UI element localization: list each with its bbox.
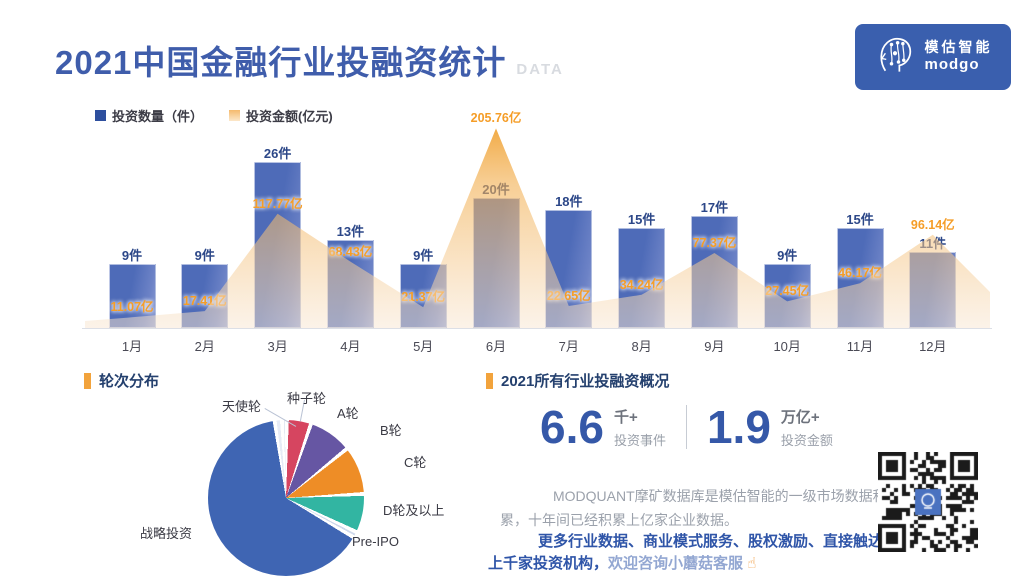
- pie-label-3: B轮: [380, 423, 402, 438]
- stat-value: 1.9: [706, 401, 771, 453]
- pointing-finger-icon: ☝: [747, 555, 757, 572]
- logo-text: 模估智能 modgo: [925, 39, 993, 75]
- legend-item-count: 投资数量（件）: [95, 106, 203, 125]
- summary-stats: 6.6 千+ 投资事件 1.9 万亿+ 投资金额: [540, 404, 833, 450]
- orange-bullet-icon: [84, 372, 91, 389]
- pie-label-8: 天使轮: [222, 399, 262, 414]
- pie-label-7: 战略投资: [140, 526, 193, 541]
- pie-label-5: D轮及以上: [383, 503, 445, 518]
- summary-cta-line2: 上千家投资机构，欢迎咨询小蘑菇客服 ☝: [488, 552, 756, 573]
- pie-label-2: A轮: [337, 406, 359, 421]
- page-title-suffix: DATA: [516, 61, 564, 78]
- stat-unit: 千+: [613, 408, 638, 426]
- cta-bold-text: 上千家投资机构，: [488, 555, 609, 572]
- summary-cta-line1: 更多行业数据、商业模式服务、股权激励、直接触达: [538, 533, 884, 550]
- legend-swatch-amount-icon: [229, 110, 241, 121]
- stat-investment-amount: 1.9 万亿+ 投资金额: [707, 404, 833, 450]
- cta-light-text: 欢迎咨询小蘑菇客服: [608, 555, 744, 572]
- page-title: 2021中国金融行业投融资统计 DATA: [55, 36, 564, 84]
- pie-label-1: 种子轮: [287, 391, 327, 406]
- pie-label-6: Pre-IPO: [352, 534, 399, 549]
- legend-swatch-count-icon: [95, 110, 106, 121]
- chart-legend: 投资数量（件） 投资金额(亿元): [95, 106, 333, 125]
- summary-section-title: 2021所有行业投融资概况: [501, 373, 670, 390]
- logo-brand-cn: 模估智能: [924, 38, 993, 55]
- x-axis-line: [82, 328, 992, 329]
- legend-item-amount: 投资金额(亿元): [229, 106, 333, 125]
- modgo-logo: 模估智能 modgo: [855, 24, 1011, 90]
- amount-area-path: [85, 128, 990, 328]
- qr-code: [878, 452, 978, 552]
- pie-label-4: C轮: [404, 455, 427, 470]
- stat-label: 投资事件: [613, 432, 666, 448]
- round-distribution-pie: [208, 420, 364, 576]
- pie-section-header: 轮次分布: [84, 370, 159, 391]
- legend-amount-label: 投资金额(亿元): [246, 109, 333, 124]
- legend-count-label: 投资数量（件）: [112, 109, 204, 124]
- logo-brand-en: modgo: [924, 56, 980, 74]
- page-title-text: 2021中国金融行业投融资统计: [55, 44, 507, 81]
- stat-value: 6.6: [540, 401, 604, 453]
- stat-label: 投资金额: [780, 432, 833, 448]
- orange-bullet-icon: [486, 372, 493, 389]
- summary-description-line1: MODQUANT摩矿数据库是模估智能的一级市场数据积: [553, 488, 887, 504]
- stat-unit: 万亿+: [780, 408, 820, 426]
- pie-section-title: 轮次分布: [99, 373, 160, 390]
- ai-head-icon: [874, 32, 916, 83]
- stat-investment-events: 6.6 千+ 投资事件: [540, 404, 666, 450]
- summary-section-header: 2021所有行业投融资概况: [486, 370, 669, 391]
- stats-divider: [685, 405, 687, 449]
- summary-description-line2: 累，十年间已经积累上亿家企业数据。: [500, 512, 738, 528]
